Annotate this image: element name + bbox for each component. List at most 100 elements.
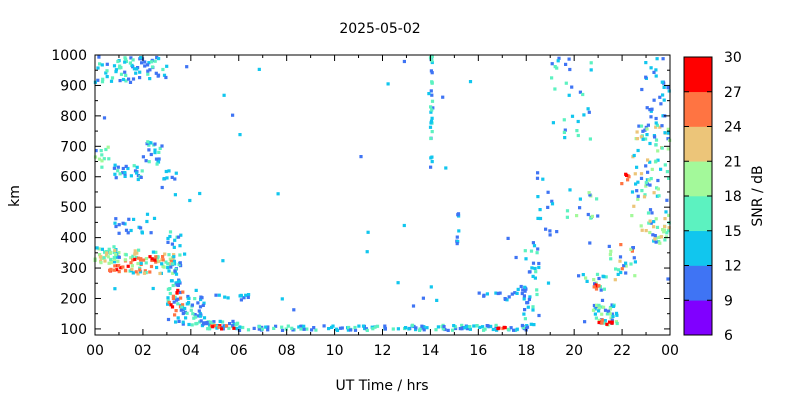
x-tick-label: 20 bbox=[565, 343, 583, 359]
data-point bbox=[121, 77, 126, 82]
data-point bbox=[187, 300, 191, 305]
data-point bbox=[168, 257, 172, 261]
data-point bbox=[340, 326, 344, 330]
data-point bbox=[181, 290, 185, 294]
data-point bbox=[124, 59, 128, 63]
data-point bbox=[153, 142, 157, 146]
data-point bbox=[128, 80, 133, 84]
data-point bbox=[383, 326, 387, 330]
data-point bbox=[117, 223, 121, 227]
data-point bbox=[231, 324, 235, 328]
data-point bbox=[636, 197, 640, 201]
data-point bbox=[597, 303, 601, 307]
data-point bbox=[425, 326, 429, 330]
data-point bbox=[123, 171, 127, 175]
data-point bbox=[658, 241, 662, 245]
data-point bbox=[190, 323, 194, 327]
data-point bbox=[247, 293, 251, 297]
data-point bbox=[442, 325, 446, 329]
data-point bbox=[302, 324, 306, 328]
data-point bbox=[555, 230, 559, 234]
data-point bbox=[181, 322, 185, 326]
data-point bbox=[483, 327, 487, 331]
data-point bbox=[643, 193, 647, 197]
data-point bbox=[353, 325, 357, 330]
data-point bbox=[665, 198, 669, 202]
plot-area bbox=[93, 54, 672, 332]
data-point bbox=[188, 198, 192, 203]
data-point bbox=[142, 258, 146, 262]
data-point bbox=[179, 308, 183, 312]
data-point bbox=[583, 320, 587, 324]
data-point bbox=[636, 148, 640, 153]
data-point bbox=[154, 260, 158, 264]
data-point bbox=[167, 253, 171, 257]
data-point bbox=[472, 324, 476, 328]
data-point bbox=[373, 325, 377, 329]
data-point bbox=[121, 265, 125, 269]
data-point bbox=[135, 251, 139, 255]
data-point bbox=[531, 274, 535, 278]
colorbar-label: SNR / dB bbox=[750, 165, 766, 226]
data-point bbox=[166, 287, 170, 291]
data-point bbox=[103, 259, 107, 263]
data-point bbox=[645, 106, 649, 110]
data-point bbox=[429, 121, 433, 125]
data-point bbox=[104, 253, 109, 257]
data-point bbox=[166, 317, 171, 322]
data-point bbox=[118, 79, 122, 83]
data-point bbox=[386, 82, 390, 86]
data-point bbox=[198, 314, 202, 318]
data-point bbox=[214, 293, 218, 297]
data-point bbox=[103, 250, 107, 254]
data-point bbox=[622, 264, 626, 268]
data-point bbox=[116, 59, 120, 64]
data-point bbox=[635, 165, 639, 169]
data-point bbox=[609, 316, 613, 320]
data-point bbox=[512, 328, 516, 332]
data-point bbox=[191, 312, 195, 316]
data-point bbox=[98, 62, 102, 66]
data-point bbox=[578, 206, 582, 210]
data-point bbox=[133, 252, 137, 256]
data-point bbox=[589, 68, 593, 72]
data-point bbox=[100, 80, 105, 84]
data-point bbox=[166, 296, 170, 300]
data-point bbox=[366, 230, 370, 234]
data-point bbox=[168, 230, 173, 234]
data-point bbox=[614, 267, 618, 271]
data-point bbox=[105, 69, 109, 73]
data-point bbox=[606, 309, 611, 313]
data-point bbox=[171, 283, 175, 288]
data-point bbox=[534, 270, 538, 274]
data-point bbox=[645, 178, 649, 182]
data-point bbox=[648, 219, 652, 223]
data-point bbox=[541, 177, 545, 181]
data-point bbox=[435, 298, 439, 302]
data-point bbox=[430, 99, 435, 103]
data-point bbox=[208, 323, 212, 327]
data-point bbox=[365, 250, 369, 254]
data-point bbox=[146, 140, 150, 144]
data-point bbox=[553, 65, 557, 69]
data-point bbox=[138, 270, 143, 274]
data-point bbox=[94, 149, 98, 153]
data-point bbox=[181, 320, 185, 324]
data-point bbox=[130, 63, 134, 67]
data-point bbox=[142, 271, 147, 275]
data-point bbox=[109, 258, 113, 262]
data-point bbox=[335, 328, 340, 332]
data-point bbox=[154, 157, 159, 161]
data-point bbox=[402, 59, 406, 64]
data-point bbox=[102, 256, 106, 260]
data-point bbox=[624, 264, 628, 268]
data-point bbox=[139, 261, 143, 265]
data-point bbox=[155, 257, 159, 261]
data-point bbox=[663, 131, 667, 135]
data-point bbox=[106, 145, 110, 149]
data-point bbox=[286, 324, 290, 328]
data-point bbox=[199, 319, 203, 323]
data-point bbox=[207, 326, 212, 330]
data-point bbox=[494, 291, 498, 295]
data-point bbox=[123, 174, 127, 178]
